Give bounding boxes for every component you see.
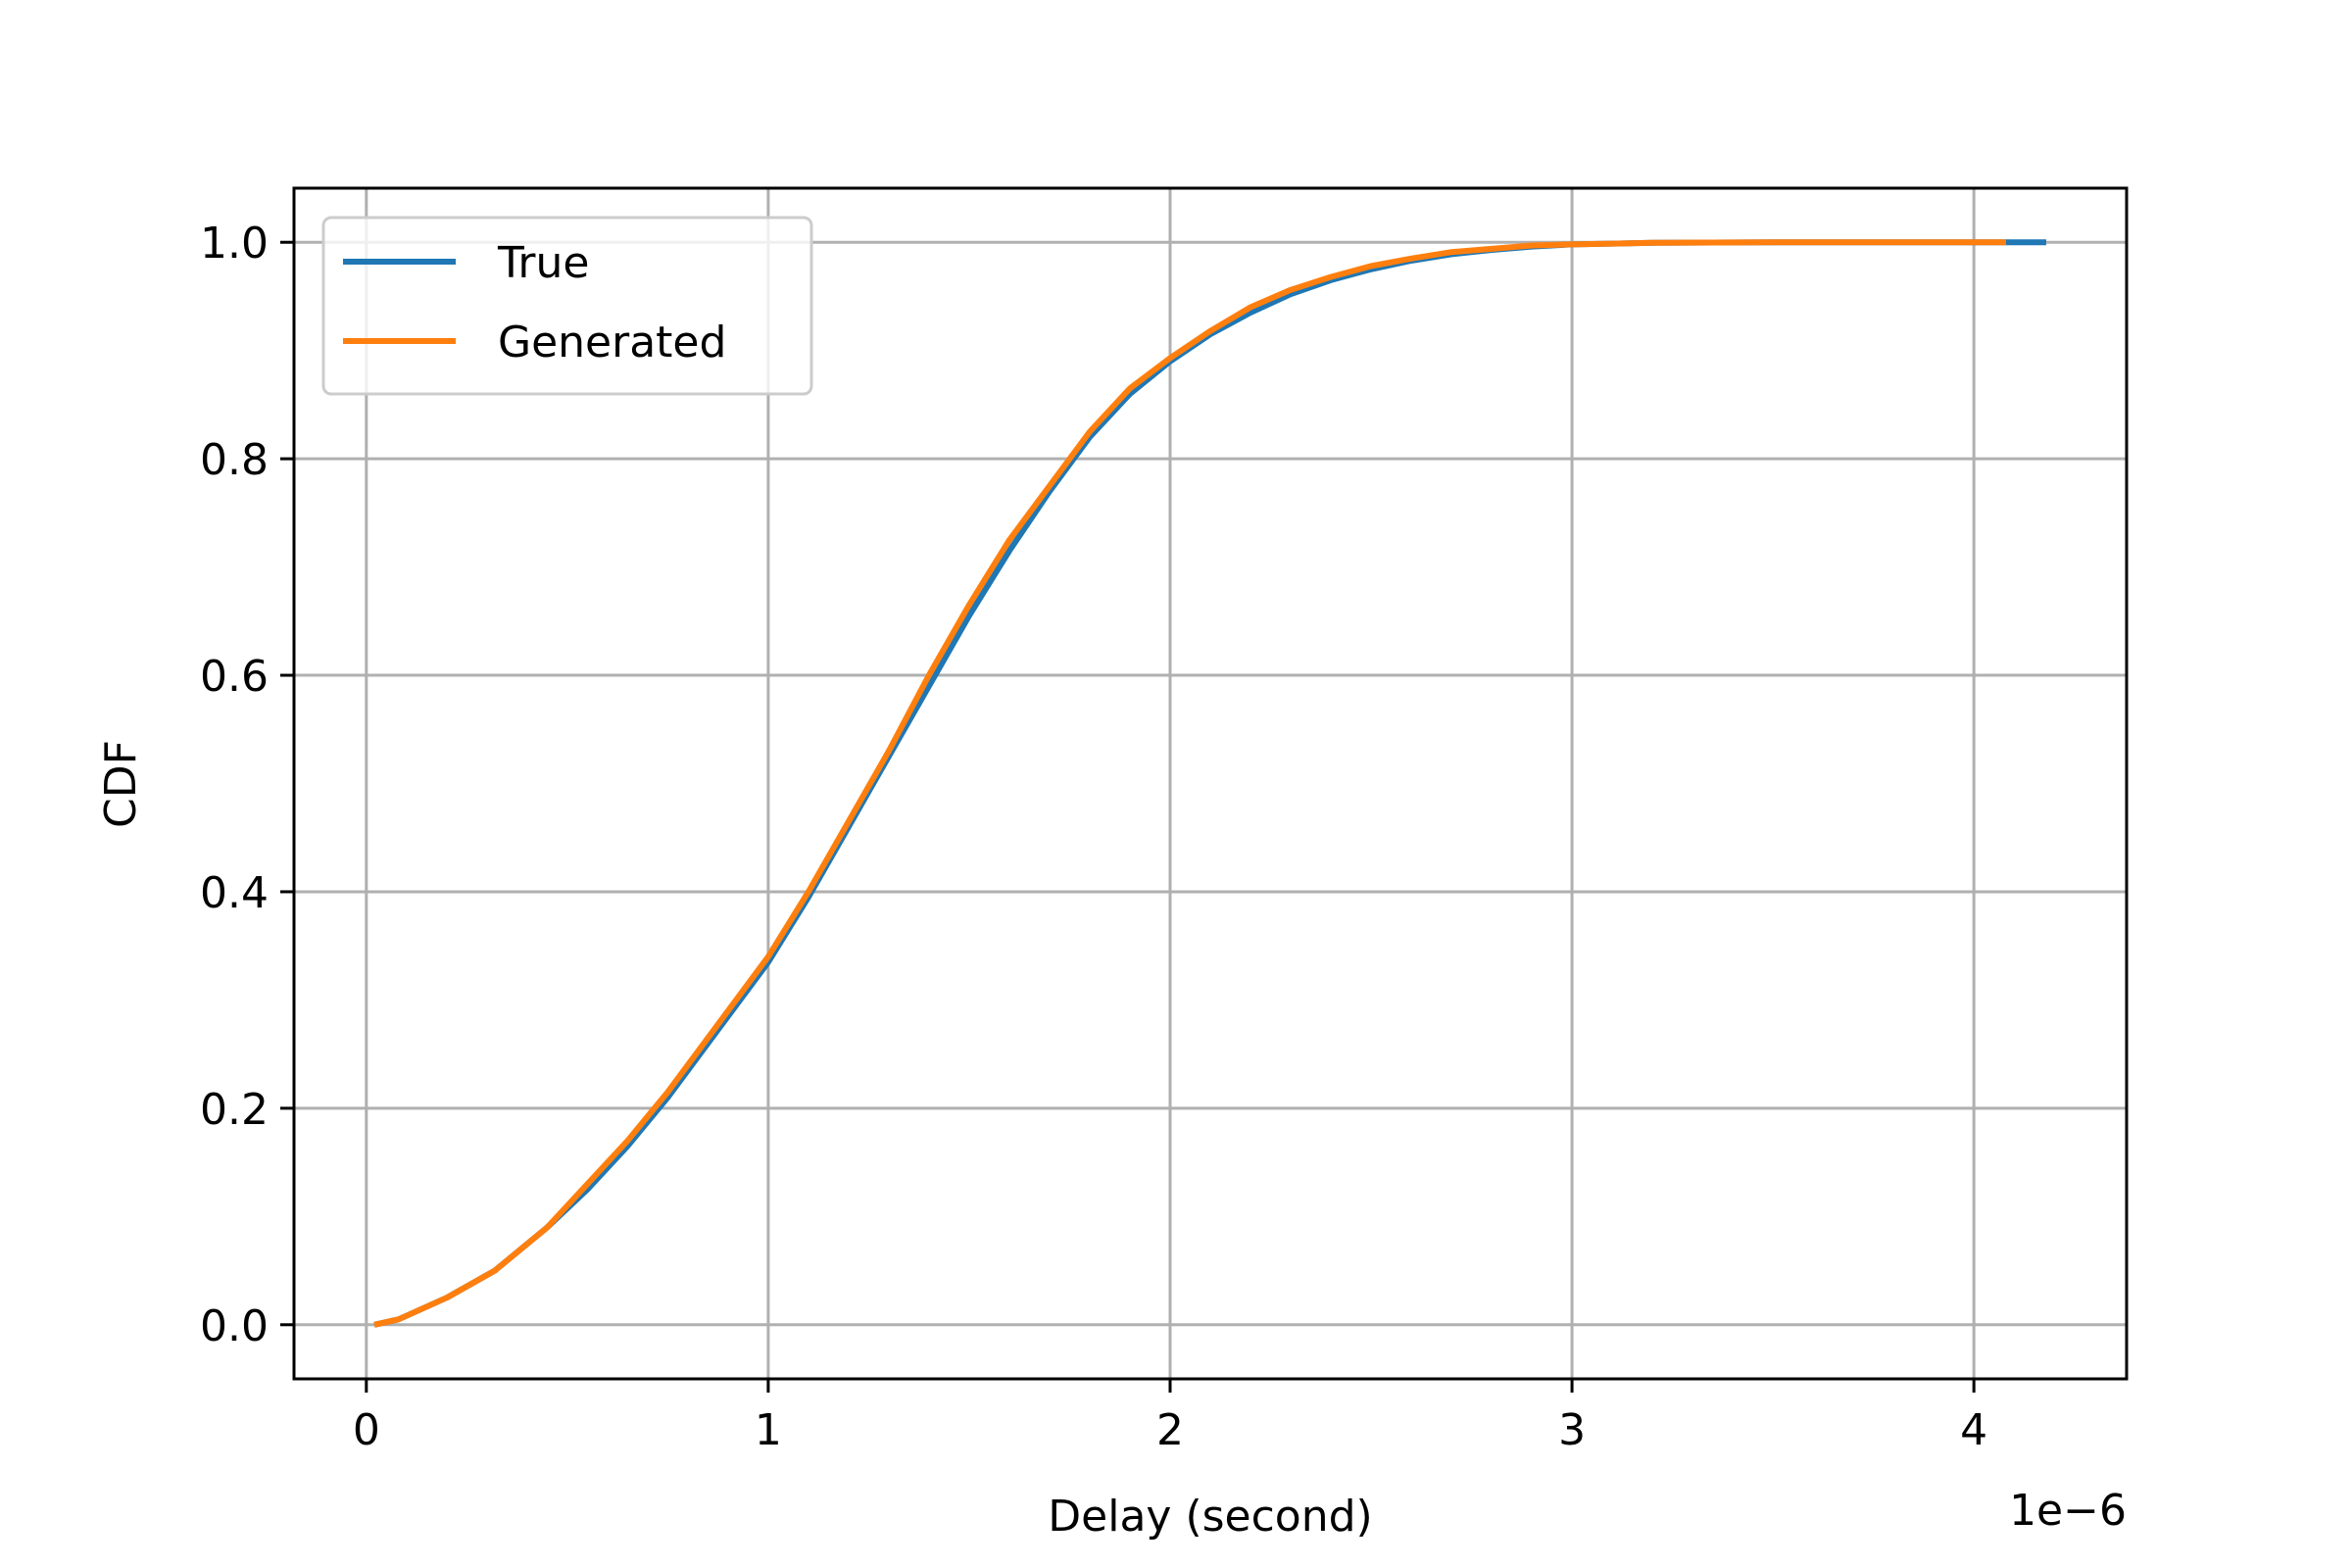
y-tick-label-4: 0.8: [200, 435, 269, 485]
plot-frame: [292, 186, 2129, 1381]
x-tick-label-0: 0: [353, 1405, 380, 1455]
y-axis-label: CDF: [96, 740, 146, 828]
y-tick-label-5: 1.0: [200, 219, 269, 269]
axis-ticks: 0 1 2 3 4 0.0 0.2 0.4 0.6 0.8 1.0: [200, 219, 1987, 1455]
y-tick-label-0: 0.0: [200, 1301, 269, 1351]
series-line-generated: [373, 239, 2006, 1328]
y-tick-label-3: 0.6: [200, 652, 269, 702]
legend-label-true: True: [497, 238, 589, 288]
x-tick-label-3: 3: [1558, 1405, 1586, 1455]
plot-series: [373, 239, 2046, 1328]
legend-label-generated: Generated: [498, 318, 726, 368]
y-tick-label-1: 0.2: [200, 1085, 269, 1135]
y-tick-label-2: 0.4: [200, 868, 269, 918]
x-offset-text: 1e−6: [2009, 1486, 2127, 1536]
x-tick-label-1: 1: [755, 1405, 782, 1455]
x-axis-label: Delay (second): [1048, 1492, 1372, 1542]
legend: True Generated: [321, 216, 813, 396]
x-tick-label-4: 4: [1960, 1405, 1987, 1455]
x-tick-label-2: 2: [1156, 1405, 1184, 1455]
